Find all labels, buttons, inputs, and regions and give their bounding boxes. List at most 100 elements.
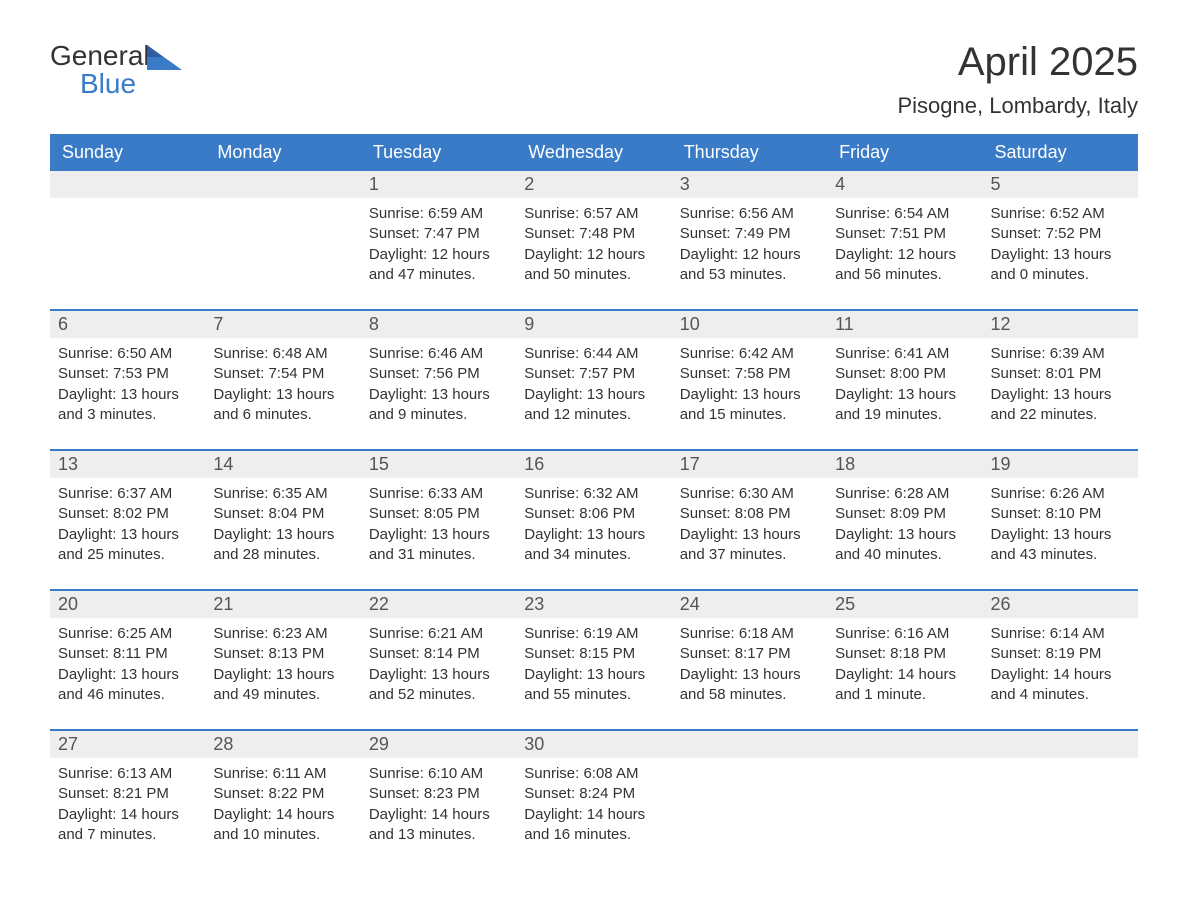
sunrise-text: Sunrise: 6:54 AM [835,204,974,224]
sunset-text: Sunset: 7:47 PM [369,224,508,244]
sunrise-text: Sunrise: 6:33 AM [369,484,508,504]
sunset-text: Sunset: 8:09 PM [835,504,974,524]
day-number: 21 [213,594,233,614]
sunset-text: Sunset: 7:57 PM [524,364,663,384]
sunset-text: Sunset: 8:02 PM [58,504,197,524]
sunrise-text: Sunrise: 6:28 AM [835,484,974,504]
sunset-text: Sunset: 8:17 PM [680,644,819,664]
daylight-text: Daylight: 13 hours and 28 minutes. [213,525,352,566]
day-content-cell: Sunrise: 6:44 AMSunset: 7:57 PMDaylight:… [516,338,671,431]
day-header-sunday: Sunday [50,134,205,171]
daylight-text: Daylight: 12 hours and 53 minutes. [680,245,819,286]
day-number-cell: 11 [827,311,982,338]
sunrise-text: Sunrise: 6:32 AM [524,484,663,504]
day-header-wednesday: Wednesday [516,134,671,171]
daylight-text: Daylight: 13 hours and 52 minutes. [369,665,508,706]
day-number: 7 [213,314,223,334]
sunset-text: Sunset: 7:51 PM [835,224,974,244]
sunrise-text: Sunrise: 6:56 AM [680,204,819,224]
sunrise-text: Sunrise: 6:57 AM [524,204,663,224]
day-content-cell: Sunrise: 6:42 AMSunset: 7:58 PMDaylight:… [672,338,827,431]
day-content-cell: Sunrise: 6:32 AMSunset: 8:06 PMDaylight:… [516,478,671,571]
sunrise-text: Sunrise: 6:14 AM [991,624,1130,644]
day-number-cell: 2 [516,171,671,198]
sunset-text: Sunset: 8:13 PM [213,644,352,664]
day-number-cell [827,731,982,758]
day-number: 12 [991,314,1011,334]
daylight-text: Daylight: 14 hours and 13 minutes. [369,805,508,846]
day-content-cell: Sunrise: 6:56 AMSunset: 7:49 PMDaylight:… [672,198,827,291]
day-content-cell [672,758,827,851]
sunrise-text: Sunrise: 6:46 AM [369,344,508,364]
day-content-cell: Sunrise: 6:25 AMSunset: 8:11 PMDaylight:… [50,618,205,711]
sunrise-text: Sunrise: 6:37 AM [58,484,197,504]
daylight-text: Daylight: 14 hours and 16 minutes. [524,805,663,846]
week-row: 13141516171819Sunrise: 6:37 AMSunset: 8:… [50,449,1138,571]
day-number-cell: 20 [50,591,205,618]
day-number-cell: 25 [827,591,982,618]
sunset-text: Sunset: 8:08 PM [680,504,819,524]
day-content-cell: Sunrise: 6:18 AMSunset: 8:17 PMDaylight:… [672,618,827,711]
day-content-row: Sunrise: 6:59 AMSunset: 7:47 PMDaylight:… [50,198,1138,291]
sunset-text: Sunset: 8:11 PM [58,644,197,664]
sunset-text: Sunset: 8:10 PM [991,504,1130,524]
sunset-text: Sunset: 8:06 PM [524,504,663,524]
day-header-thursday: Thursday [672,134,827,171]
day-number-cell: 15 [361,451,516,478]
day-number: 2 [524,174,534,194]
sunrise-text: Sunrise: 6:59 AM [369,204,508,224]
day-content-row: Sunrise: 6:37 AMSunset: 8:02 PM Daylight:… [50,478,1138,571]
day-content-cell: Sunrise: 6:08 AMSunset: 8:24 PMDaylight:… [516,758,671,851]
day-number: 18 [835,454,855,474]
day-number: 20 [58,594,78,614]
title-area: April 2025 Pisogne, Lombardy, Italy [898,40,1139,119]
sunset-text: Sunset: 8:24 PM [524,784,663,804]
day-number: 8 [369,314,379,334]
day-content-cell: Sunrise: 6:10 AMSunset: 8:23 PMDaylight:… [361,758,516,851]
daylight-text: Daylight: 13 hours and 9 minutes. [369,385,508,426]
sunset-text: Sunset: 7:58 PM [680,364,819,384]
day-number: 9 [524,314,534,334]
day-content-cell: Sunrise: 6:28 AMSunset: 8:09 PMDaylight:… [827,478,982,571]
logo-text-blue: Blue [80,68,150,100]
sunrise-text: Sunrise: 6:35 AM [213,484,352,504]
day-content-cell: Sunrise: 6:50 AMSunset: 7:53 PMDaylight:… [50,338,205,431]
day-number: 16 [524,454,544,474]
daylight-text: Daylight: 13 hours and 55 minutes. [524,665,663,706]
day-content-cell [205,198,360,291]
sunset-text: Sunset: 8:14 PM [369,644,508,664]
day-number-cell: 19 [983,451,1138,478]
day-number: 23 [524,594,544,614]
day-content-cell: Sunrise: 6:54 AMSunset: 7:51 PMDaylight:… [827,198,982,291]
day-number: 1 [369,174,379,194]
day-content-cell: Sunrise: 6:37 AMSunset: 8:02 PMDaylight:… [50,478,205,571]
day-number-cell: 14 [205,451,360,478]
sunrise-text: Sunrise: 6:11 AM [213,764,352,784]
day-number-cell [983,731,1138,758]
daylight-text: Daylight: 14 hours and 4 minutes. [991,665,1130,706]
sunset-text: Sunset: 8:01 PM [991,364,1130,384]
day-content-cell [827,758,982,851]
day-number-cell: 22 [361,591,516,618]
daylight-text: Daylight: 13 hours and 34 minutes. [524,525,663,566]
sunrise-text: Sunrise: 6:48 AM [213,344,352,364]
sunset-text: Sunset: 8:05 PM [369,504,508,524]
sunrise-text: Sunrise: 6:39 AM [991,344,1130,364]
day-number: 15 [369,454,389,474]
day-number-cell: 23 [516,591,671,618]
daylight-text: Daylight: 13 hours and 58 minutes. [680,665,819,706]
logo-triangle-icon [147,45,182,70]
sunrise-text: Sunrise: 6:52 AM [991,204,1130,224]
day-content-cell: Sunrise: 6:39 AMSunset: 8:01 PMDaylight:… [983,338,1138,431]
daylight-text: Daylight: 12 hours and 47 minutes. [369,245,508,286]
day-content-cell: Sunrise: 6:21 AMSunset: 8:14 PMDaylight:… [361,618,516,711]
sunrise-text: Sunrise: 6:19 AM [524,624,663,644]
day-content-cell: Sunrise: 6:33 AMSunset: 8:05 PMDaylight:… [361,478,516,571]
sunrise-text: Sunrise: 6:44 AM [524,344,663,364]
day-number-cell: 7 [205,311,360,338]
day-content-cell: Sunrise: 6:26 AMSunset: 8:10 PMDaylight:… [983,478,1138,571]
day-number-cell: 29 [361,731,516,758]
day-content-cell: Sunrise: 6:48 AMSunset: 7:54 PMDaylight:… [205,338,360,431]
day-number: 24 [680,594,700,614]
sunset-text: Sunset: 8:00 PM [835,364,974,384]
